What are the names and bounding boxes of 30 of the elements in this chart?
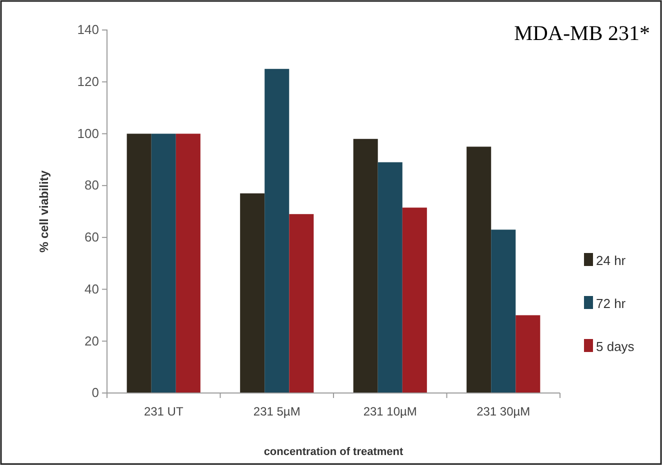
bar xyxy=(240,193,265,393)
bar xyxy=(151,134,176,393)
y-tick-label: 60 xyxy=(84,230,99,245)
bar xyxy=(491,230,516,393)
x-tick-label: 231 UT xyxy=(144,404,184,419)
chart-title: MDA-MB 231* xyxy=(514,21,650,45)
y-tick-label: 20 xyxy=(84,333,99,348)
y-tick-label: 0 xyxy=(92,385,99,400)
bar xyxy=(176,134,200,393)
x-axis-title: concentration of treatment xyxy=(264,446,404,458)
bar xyxy=(264,68,290,393)
legend-label: 24 hr xyxy=(596,253,626,268)
y-axis-title: % cell viability xyxy=(37,170,51,253)
bar xyxy=(353,138,378,393)
bar xyxy=(516,315,540,393)
legend-label: 5 days xyxy=(596,339,635,354)
bar xyxy=(289,214,314,393)
y-tick-label: 40 xyxy=(84,281,99,296)
bar xyxy=(402,208,427,393)
bar xyxy=(378,162,402,393)
y-tick-label: 120 xyxy=(77,74,99,90)
x-tick-label: 231 30µM xyxy=(476,404,530,419)
bar xyxy=(126,134,152,393)
x-tick-label: 231 5µM xyxy=(253,404,300,419)
y-tick-label: 80 xyxy=(84,178,99,193)
x-tick-label: 231 10µM xyxy=(363,404,417,419)
y-tick-label: 140 xyxy=(77,22,99,38)
legend-label: 72 hr xyxy=(596,296,626,311)
bar xyxy=(466,146,492,393)
y-tick-label: 100 xyxy=(77,126,99,141)
